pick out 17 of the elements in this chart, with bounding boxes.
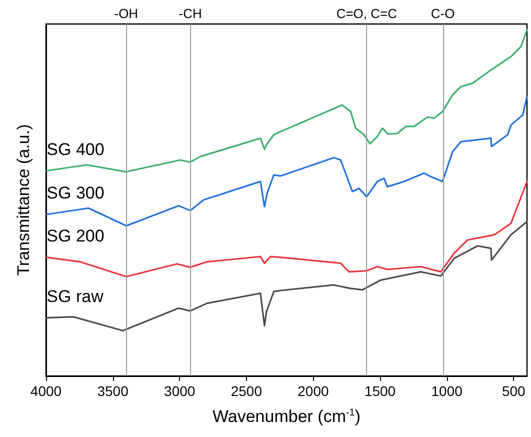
x-tick-label: 4000 [30,383,62,399]
x-tick-label: 3000 [164,383,196,399]
ref-line-label: -OH [114,6,138,21]
x-tick-label: 1000 [431,383,463,399]
x-tick-label: 2500 [230,383,262,399]
x-tick-label: 500 [502,383,526,399]
series-label: SG 200 [46,226,104,246]
x-tick-label: 2000 [298,383,329,399]
ref-line-label: C-O [430,6,455,21]
series-label: SG 400 [46,140,104,159]
ref-line-label: C=O, C=C [336,6,398,21]
x-tick-label: 3500 [97,383,129,399]
y-axis-title: Transmittance (a.u.) [14,124,33,276]
series-label: SG raw [46,286,104,306]
series-label: SG 300 [46,183,104,202]
ref-line-label: -CH [178,6,202,21]
x-tick-label: 1500 [364,383,396,399]
